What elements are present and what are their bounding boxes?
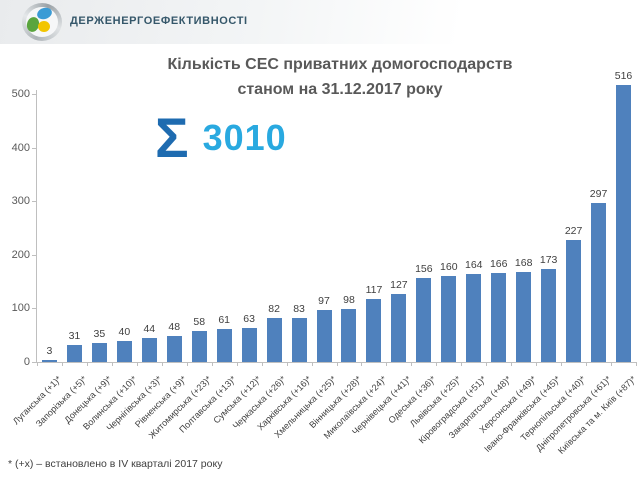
bar-20: [516, 271, 532, 362]
bar-6: [166, 336, 182, 362]
x-axis-line: [36, 362, 636, 363]
bar-22: [566, 240, 582, 362]
bar-value-label: 31: [68, 330, 81, 343]
x-axis-tick: [586, 362, 588, 366]
bar-13: [341, 309, 357, 362]
bar-21: [541, 269, 557, 362]
x-axis-tick: [636, 362, 637, 366]
bar-24: [616, 85, 632, 362]
bar-value-label: 168: [514, 256, 533, 269]
bar-9: [241, 328, 257, 362]
bar-16: [416, 278, 432, 362]
bar-value-label: 82: [268, 303, 280, 316]
bar-7: [191, 330, 207, 362]
bar-value-label: 58: [193, 315, 206, 328]
bar-value-label: 516: [614, 70, 633, 83]
bar-value-label: 297: [589, 187, 608, 200]
x-axis-tick: [336, 362, 338, 366]
bar-value-label: 117: [365, 284, 383, 297]
y-axis-tick: [32, 308, 37, 310]
total-value: 3010: [202, 117, 287, 158]
x-axis-tick: [511, 362, 513, 366]
x-axis-tick: [436, 362, 438, 366]
bar-15: [391, 293, 407, 362]
x-axis-tick: [236, 362, 238, 366]
bar-11: [291, 317, 307, 362]
bar-3: [91, 343, 107, 362]
sigma-icon: Σ: [155, 106, 189, 169]
y-axis-tick-label: 400: [11, 141, 30, 154]
chart-title-line1: Кількість СЕС приватних домогосподарств: [167, 56, 513, 73]
bar-value-label: 44: [143, 323, 156, 336]
chart-title-line2: станом на 31.12.2017 року: [237, 81, 443, 98]
energy-efficiency-logo-icon: [22, 3, 62, 41]
bar-17: [441, 276, 457, 362]
y-axis-tick: [32, 201, 37, 203]
x-axis-tick: [386, 362, 388, 366]
logo-yellow-dot: [38, 21, 50, 32]
x-axis-tick: [286, 362, 288, 366]
y-axis-tick-label: 100: [11, 302, 30, 315]
bar-value-label: 63: [243, 313, 255, 326]
x-axis-tick: [261, 362, 263, 366]
bar-2: [66, 345, 82, 362]
bar-23: [591, 202, 607, 362]
bar-5: [141, 338, 157, 362]
y-axis-line: [36, 90, 37, 362]
x-axis-tick: [311, 362, 313, 366]
bar-value-label: 173: [539, 254, 558, 267]
x-axis-tick: [611, 362, 613, 366]
x-axis-tick: [486, 362, 488, 366]
bar-12: [316, 310, 332, 362]
y-axis-tick: [32, 254, 37, 256]
y-axis-tick-label: 0: [23, 356, 30, 368]
bar-10: [266, 318, 282, 362]
bar-value-label: 98: [343, 294, 355, 307]
x-axis-tick: [211, 362, 213, 366]
bar-value-label: 40: [118, 325, 131, 338]
bar-18: [466, 274, 482, 362]
x-axis-tick: [411, 362, 413, 366]
x-axis-tick: [561, 362, 563, 366]
x-axis-tick: [536, 362, 538, 366]
bar-value-label: 160: [440, 261, 458, 274]
x-axis-tick: [61, 362, 63, 366]
bar-value-label: 156: [415, 263, 433, 276]
x-axis-tick: [361, 362, 363, 366]
x-axis-tick: [161, 362, 163, 366]
bar-value-label: 61: [218, 314, 231, 327]
x-axis-tick: [111, 362, 113, 366]
y-axis-tick-label: 200: [11, 248, 30, 261]
total-summary: Σ 3010: [155, 110, 287, 166]
bar-value-label: 97: [318, 295, 330, 307]
bar-value-label: 127: [390, 278, 408, 291]
footnote: * (+х) – встановлено в IV кварталі 2017 …: [8, 458, 223, 470]
bar-value-label: 48: [168, 321, 181, 334]
chart-title: Кількість СЕС приватних домогосподарств …: [60, 52, 620, 102]
x-axis-tick: [461, 362, 463, 366]
y-axis-tick: [32, 147, 37, 149]
app-header: Держенергоефективності: [0, 0, 640, 44]
bar-19: [491, 273, 507, 362]
bar-value-label: 83: [293, 302, 305, 315]
brand-name: Держенергоефективності: [70, 15, 248, 27]
x-axis-tick: [86, 362, 88, 366]
x-axis-tick: [37, 362, 38, 366]
bar-value-label: 227: [564, 225, 583, 238]
bar-value-label: 35: [93, 328, 106, 341]
y-axis-tick-label: 500: [11, 88, 30, 100]
bar-1: [41, 360, 57, 362]
bar-value-label: 164: [465, 259, 483, 272]
y-axis-tick: [32, 94, 37, 95]
bar-value-label: 3: [46, 345, 53, 358]
bar-4: [116, 340, 132, 362]
x-axis-tick: [136, 362, 138, 366]
bar-value-label: 166: [489, 258, 508, 271]
x-axis-tick: [186, 362, 188, 366]
y-axis-tick: [32, 362, 37, 363]
y-axis-tick-label: 300: [11, 195, 30, 208]
bar-14: [366, 299, 382, 362]
bar-8: [216, 329, 232, 362]
